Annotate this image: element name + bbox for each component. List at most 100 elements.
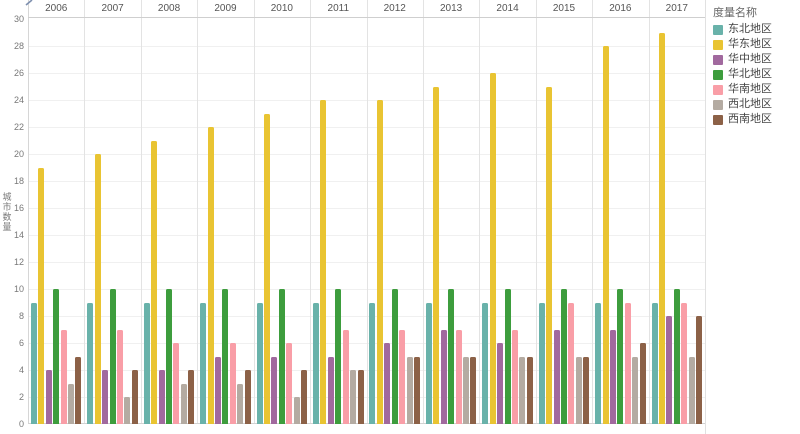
x-axis-year-label[interactable]: 2011 bbox=[327, 3, 350, 14]
bar[interactable] bbox=[666, 316, 673, 424]
x-axis-year-label[interactable]: 2010 bbox=[270, 3, 293, 14]
bar[interactable] bbox=[639, 343, 646, 424]
bar[interactable] bbox=[658, 32, 665, 424]
bar[interactable] bbox=[215, 356, 222, 424]
bar[interactable] bbox=[448, 289, 455, 424]
x-axis-year-label[interactable]: 2008 bbox=[157, 3, 181, 14]
bar[interactable] bbox=[632, 356, 639, 424]
legend-item[interactable]: 华东地区 bbox=[713, 39, 799, 50]
bar[interactable] bbox=[560, 289, 567, 424]
bar[interactable] bbox=[158, 370, 165, 424]
bar[interactable] bbox=[60, 329, 67, 424]
legend-item[interactable]: 西北地区 bbox=[713, 99, 799, 110]
bar[interactable] bbox=[413, 356, 420, 424]
bar[interactable] bbox=[575, 356, 582, 424]
x-axis-year-label[interactable]: 2015 bbox=[552, 3, 576, 14]
bar[interactable] bbox=[519, 356, 526, 424]
bar[interactable] bbox=[651, 302, 658, 424]
bar[interactable] bbox=[188, 370, 195, 424]
bar[interactable] bbox=[470, 356, 477, 424]
bar[interactable] bbox=[320, 100, 327, 424]
bar[interactable] bbox=[688, 356, 695, 424]
bar[interactable] bbox=[482, 302, 489, 424]
bar[interactable] bbox=[624, 302, 631, 424]
bar[interactable] bbox=[293, 397, 300, 424]
bar[interactable] bbox=[87, 302, 94, 424]
bar[interactable] bbox=[511, 329, 518, 424]
legend-item[interactable]: 东北地区 bbox=[713, 24, 799, 35]
bar[interactable] bbox=[109, 289, 116, 424]
bar[interactable] bbox=[327, 356, 334, 424]
bar[interactable] bbox=[301, 370, 308, 424]
bar[interactable] bbox=[440, 329, 447, 424]
bar[interactable] bbox=[504, 289, 511, 424]
bar[interactable] bbox=[94, 154, 101, 424]
bar[interactable] bbox=[222, 289, 229, 424]
bar[interactable] bbox=[45, 370, 52, 424]
x-axis-year-label[interactable]: 2007 bbox=[101, 3, 124, 14]
bar[interactable] bbox=[117, 329, 124, 424]
bar[interactable] bbox=[602, 46, 609, 424]
bar[interactable] bbox=[53, 289, 60, 424]
bar[interactable] bbox=[546, 86, 553, 424]
bar[interactable] bbox=[538, 302, 545, 424]
bar[interactable] bbox=[124, 397, 131, 424]
bar[interactable] bbox=[489, 73, 496, 424]
bar[interactable] bbox=[313, 302, 320, 424]
bar[interactable] bbox=[166, 289, 173, 424]
legend-item[interactable]: 华中地区 bbox=[713, 54, 799, 65]
bar[interactable] bbox=[399, 329, 406, 424]
bar[interactable] bbox=[609, 329, 616, 424]
bar[interactable] bbox=[131, 370, 138, 424]
bar[interactable] bbox=[271, 356, 278, 424]
bar[interactable] bbox=[286, 343, 293, 424]
bar[interactable] bbox=[143, 302, 150, 424]
legend-item[interactable]: 西南地区 bbox=[713, 114, 799, 125]
bar[interactable] bbox=[553, 329, 560, 424]
bar[interactable] bbox=[433, 86, 440, 424]
bar[interactable] bbox=[151, 140, 158, 424]
bar[interactable] bbox=[369, 302, 376, 424]
bar[interactable] bbox=[335, 289, 342, 424]
bar[interactable] bbox=[357, 370, 364, 424]
bar[interactable] bbox=[38, 167, 45, 424]
bar[interactable] bbox=[497, 343, 504, 424]
bar[interactable] bbox=[278, 289, 285, 424]
bar[interactable] bbox=[384, 343, 391, 424]
legend-item[interactable]: 华南地区 bbox=[713, 84, 799, 95]
x-axis-year-label[interactable]: 2016 bbox=[609, 3, 632, 14]
bar[interactable] bbox=[617, 289, 624, 424]
x-axis-year-label[interactable]: 2013 bbox=[439, 3, 463, 14]
bar[interactable] bbox=[526, 356, 533, 424]
bar[interactable] bbox=[425, 302, 432, 424]
bar[interactable] bbox=[455, 329, 462, 424]
bar[interactable] bbox=[207, 127, 214, 424]
bar[interactable] bbox=[229, 343, 236, 424]
bar[interactable] bbox=[75, 356, 82, 424]
bar[interactable] bbox=[350, 370, 357, 424]
bar[interactable] bbox=[462, 356, 469, 424]
legend-item[interactable]: 华北地区 bbox=[713, 69, 799, 80]
bar[interactable] bbox=[244, 370, 251, 424]
bar[interactable] bbox=[237, 383, 244, 424]
bar[interactable] bbox=[264, 113, 271, 424]
bar[interactable] bbox=[200, 302, 207, 424]
bar[interactable] bbox=[595, 302, 602, 424]
bar[interactable] bbox=[180, 383, 187, 424]
x-axis-year-label[interactable]: 2006 bbox=[45, 3, 68, 14]
bar[interactable] bbox=[673, 289, 680, 424]
bar[interactable] bbox=[173, 343, 180, 424]
bar[interactable] bbox=[681, 302, 688, 424]
bar[interactable] bbox=[30, 302, 37, 424]
bar[interactable] bbox=[342, 329, 349, 424]
bar[interactable] bbox=[68, 383, 75, 424]
bar[interactable] bbox=[568, 302, 575, 424]
x-axis-year-label[interactable]: 2012 bbox=[383, 3, 406, 14]
bar[interactable] bbox=[102, 370, 109, 424]
x-axis-year-label[interactable]: 2017 bbox=[665, 3, 688, 14]
bar[interactable] bbox=[583, 356, 590, 424]
bar[interactable] bbox=[376, 100, 383, 424]
bar[interactable] bbox=[696, 316, 703, 424]
bar[interactable] bbox=[406, 356, 413, 424]
bar[interactable] bbox=[391, 289, 398, 424]
